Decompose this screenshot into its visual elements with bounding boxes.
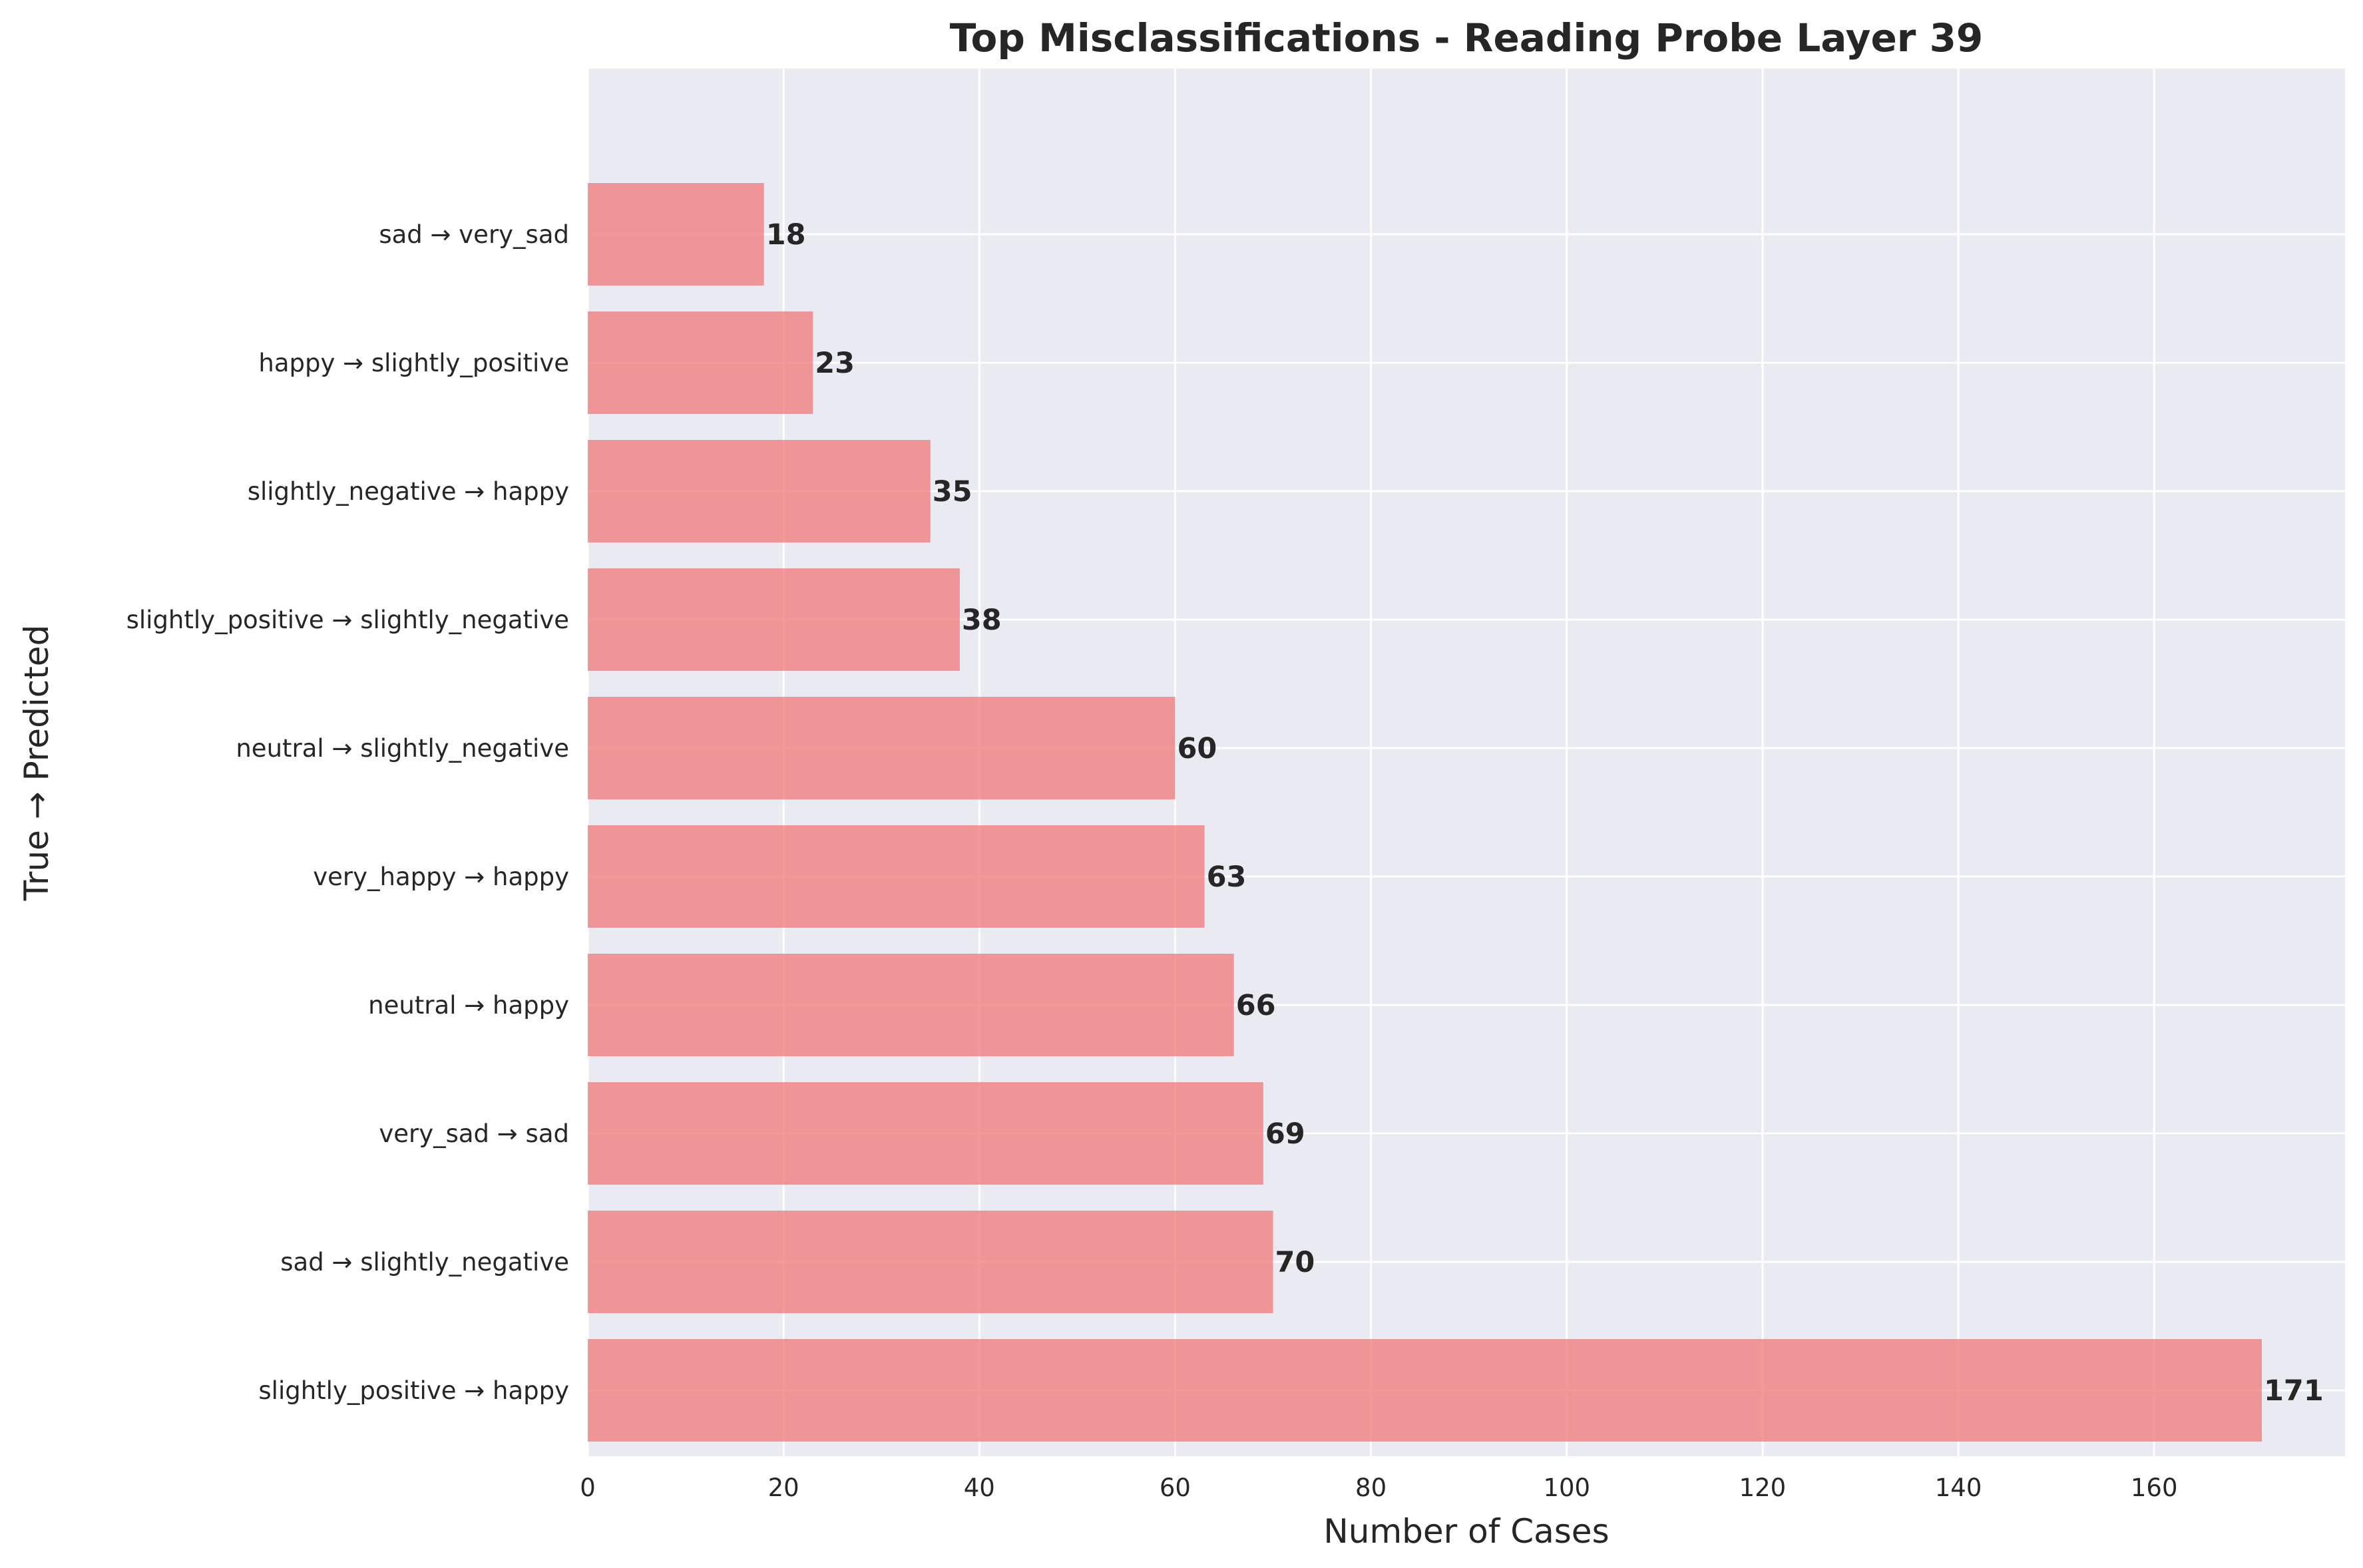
category-label: very_happy → happy (313, 863, 569, 891)
category-label: slightly_positive → happy (258, 1376, 569, 1405)
bar (588, 440, 931, 542)
y-tick-labels: slightly_positive → happy sad → slightly_… (126, 220, 569, 1405)
x-tick-label: 40 (964, 1473, 995, 1502)
category-label: sad → slightly_negative (280, 1248, 569, 1276)
bar (588, 1082, 1263, 1185)
x-tick-label: 160 (2131, 1473, 2178, 1502)
category-label: happy → slightly_positive (258, 349, 569, 377)
bar (588, 697, 1176, 799)
category-label: neutral → slightly_negative (236, 734, 569, 763)
bar (588, 825, 1205, 928)
category-label: sad → very_sad (379, 220, 569, 249)
bar-value-label: 60 (1177, 732, 1217, 765)
bar-value-label: 63 (1207, 861, 1247, 894)
data-labels: 171 70 69 66 63 60 38 35 23 18 (766, 218, 2324, 1408)
category-label: slightly_positive → slightly_negative (126, 606, 569, 634)
x-tick-label: 80 (1355, 1473, 1387, 1502)
x-axis-label: Number of Cases (1323, 1512, 1609, 1551)
bar (588, 1339, 2262, 1442)
x-tick-labels: 0 20 40 60 80 100 120 140 160 (580, 1473, 2177, 1502)
chart-title: Top Misclassifications - Reading Probe L… (950, 15, 1984, 61)
category-label: neutral → happy (368, 991, 569, 1020)
bar (588, 954, 1234, 1056)
x-tick-label: 60 (1160, 1473, 1191, 1502)
x-tick-label: 140 (1935, 1473, 1982, 1502)
x-tick-label: 100 (1543, 1473, 1590, 1502)
category-label: very_sad → sad (379, 1119, 569, 1148)
bar-value-label: 69 (1265, 1117, 1305, 1151)
bar-value-label: 66 (1236, 989, 1276, 1022)
bar-value-label: 18 (766, 218, 806, 252)
bar-value-label: 38 (962, 604, 1002, 637)
bar (588, 311, 813, 414)
category-label: slightly_negative → happy (248, 477, 569, 506)
bars (588, 183, 2262, 1442)
bar-value-label: 23 (815, 347, 855, 380)
x-tick-label: 0 (580, 1473, 596, 1502)
bar-value-label: 35 (933, 475, 972, 508)
bar (588, 568, 960, 671)
bar-value-label: 70 (1275, 1246, 1315, 1279)
bar (588, 1211, 1273, 1313)
x-tick-label: 20 (768, 1473, 799, 1502)
y-axis-label: True → Predicted (17, 625, 56, 902)
bar (588, 183, 764, 286)
bar-value-label: 171 (2264, 1374, 2324, 1408)
x-tick-label: 120 (1739, 1473, 1787, 1502)
